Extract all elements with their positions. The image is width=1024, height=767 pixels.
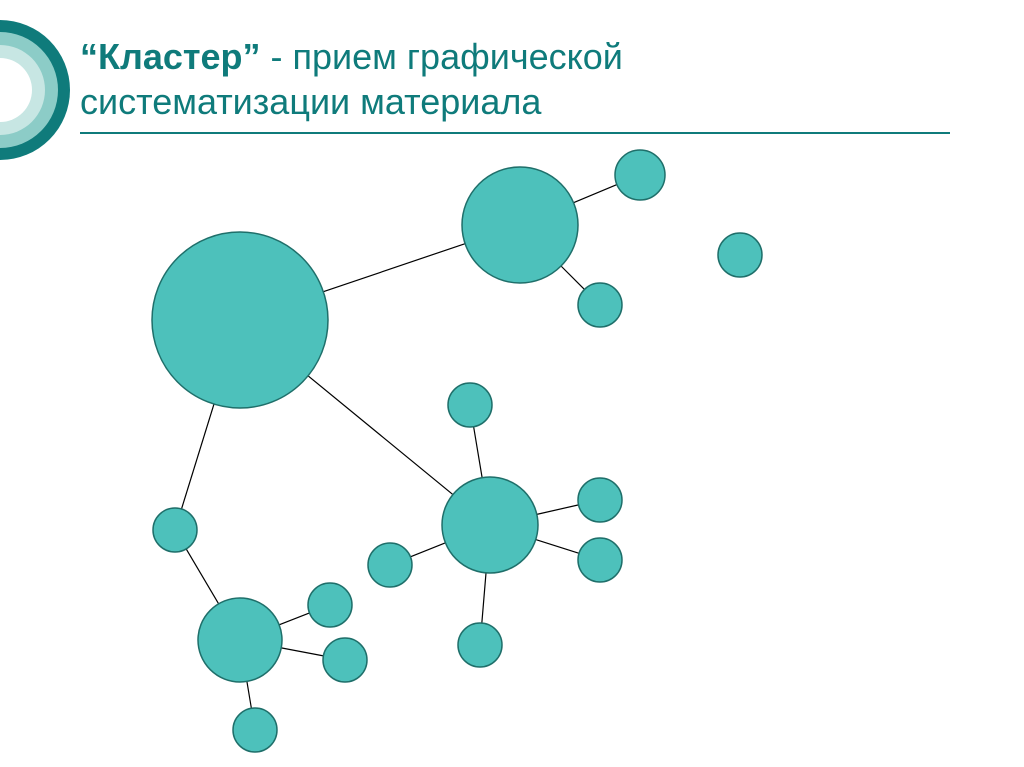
graph-node	[448, 383, 492, 427]
graph-edge	[323, 244, 465, 292]
graph-node	[718, 233, 762, 277]
graph-edge	[247, 681, 251, 708]
graph-node	[578, 478, 622, 522]
graph-node	[578, 538, 622, 582]
graph-node	[153, 508, 197, 552]
graph-node	[323, 638, 367, 682]
graph-edge	[182, 404, 214, 509]
graph-node	[152, 232, 328, 408]
slide-root: “Кластер” - прием графической систематиз…	[0, 0, 1024, 767]
graph-edge	[281, 648, 323, 656]
graph-node	[198, 598, 282, 682]
graph-edge	[410, 543, 445, 557]
graph-edge	[561, 266, 584, 289]
graph-edge	[279, 613, 309, 625]
graph-node	[458, 623, 502, 667]
graph-node	[308, 583, 352, 627]
graph-node	[442, 477, 538, 573]
graph-node	[368, 543, 412, 587]
graph-edge	[308, 376, 453, 495]
graph-edge	[537, 505, 579, 514]
cluster-diagram	[0, 0, 1024, 767]
graph-edge	[474, 427, 482, 478]
graph-node	[462, 167, 578, 283]
graph-node	[578, 283, 622, 327]
graph-node	[233, 708, 277, 752]
graph-edge	[574, 185, 617, 203]
graph-edge	[186, 549, 218, 604]
graph-edge	[482, 573, 486, 623]
graph-node	[615, 150, 665, 200]
graph-edge	[536, 540, 579, 554]
